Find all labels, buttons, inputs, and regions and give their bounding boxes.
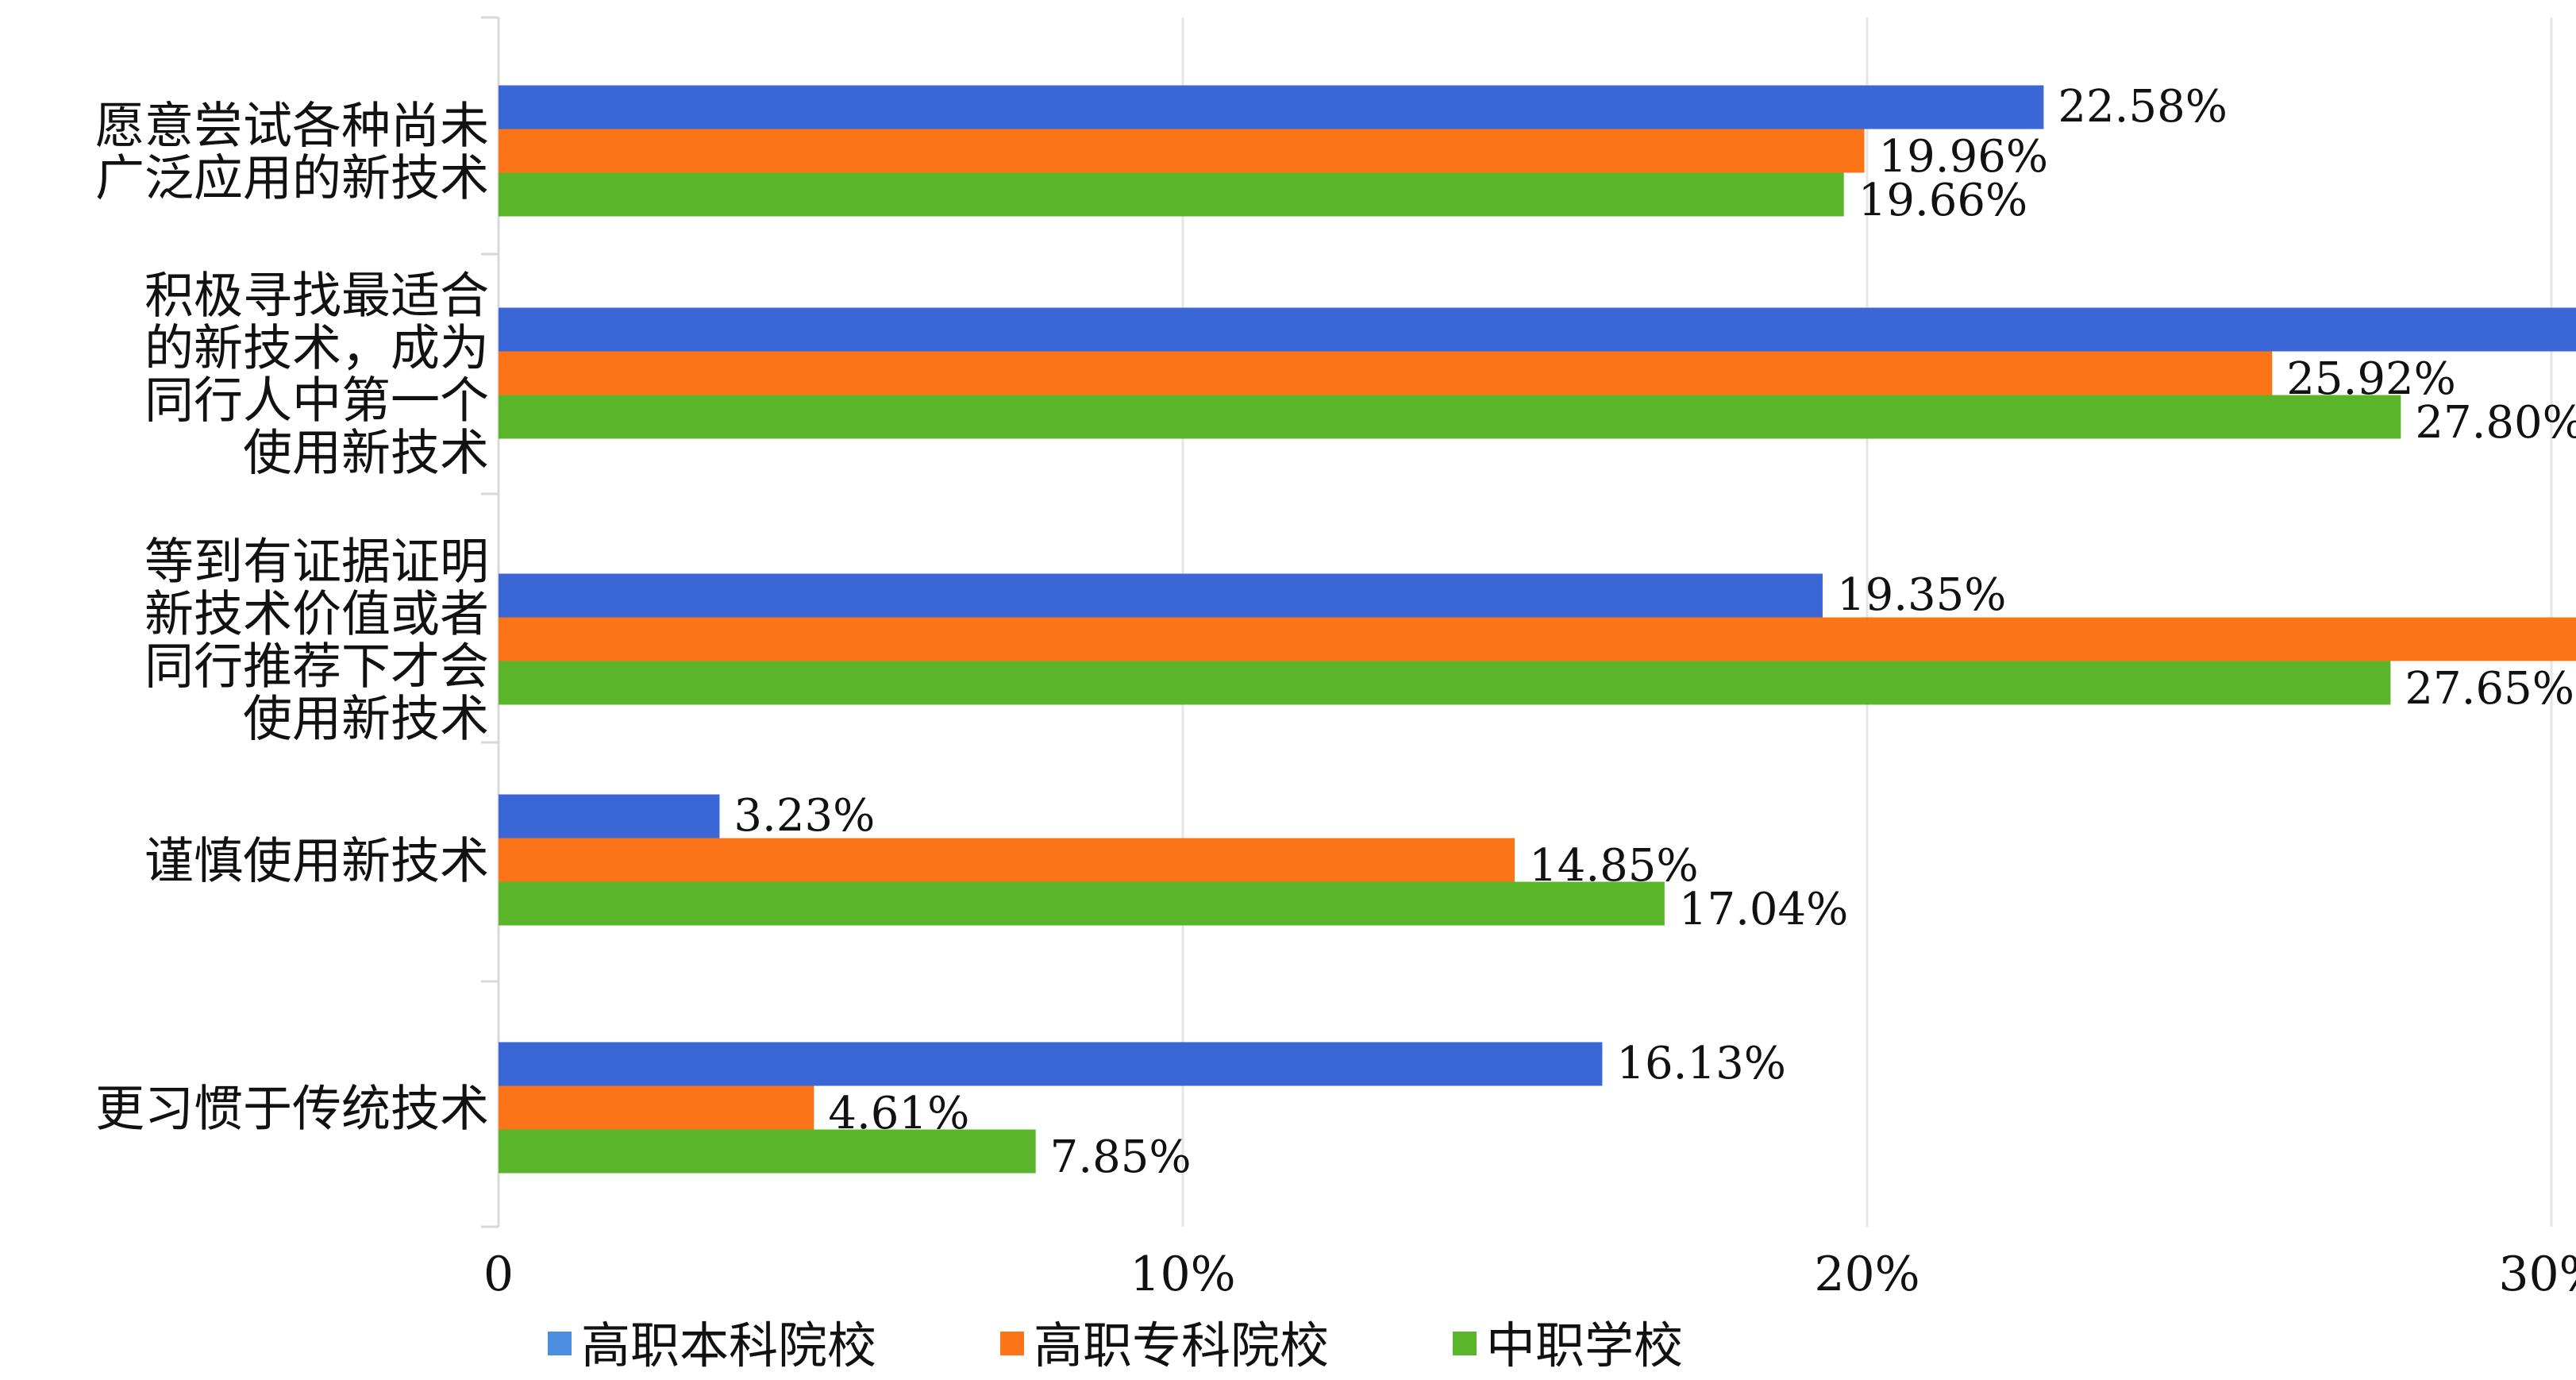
category-label: 广泛应用的新技术 [95, 148, 489, 206]
category-label: 更习惯于传统技术 [95, 1079, 489, 1137]
bar [499, 129, 1865, 173]
data-label: 25.92% [2286, 353, 2456, 405]
legend-swatch [1000, 1332, 1024, 1355]
data-labels: 22.58%38.71%19.35%3.23%16.13%19.96%25.92… [734, 81, 2576, 1183]
data-label: 17.04% [1679, 884, 1849, 935]
bar [499, 794, 720, 838]
x-tick-label: 10% [1130, 1247, 1235, 1302]
legend-label: 中职学校 [1486, 1316, 1683, 1374]
category-label: 使用新技术 [243, 423, 489, 481]
data-label: 27.65% [2405, 663, 2574, 715]
data-label: 19.96% [1879, 131, 2049, 183]
category-label: 愿意尝试各种尚未 [95, 96, 489, 154]
bar [499, 395, 2401, 439]
bar [499, 1085, 814, 1130]
data-label: 22.58% [2058, 81, 2228, 133]
bar [499, 573, 1823, 618]
bar [499, 838, 1515, 882]
bar [499, 881, 1665, 926]
data-label: 16.13% [1616, 1038, 1786, 1089]
category-label: 积极寻找最适合 [144, 266, 489, 324]
bar [499, 661, 2391, 705]
bar [499, 172, 1844, 217]
category-label: 等到有证据证明 [144, 532, 489, 590]
x-tick-label: 20% [1814, 1247, 1919, 1302]
x-tick-label: 30% [2498, 1247, 2576, 1302]
bar [499, 1042, 1603, 1086]
data-label: 14.85% [1529, 840, 1699, 892]
x-tick-label: 0 [483, 1247, 514, 1302]
data-label: 19.66% [1858, 175, 2028, 226]
data-label: 7.85% [1050, 1131, 1192, 1183]
legend-swatch [548, 1332, 572, 1355]
x-axis-ticks: 010%20%30%40%50% [483, 1247, 2576, 1302]
category-label: 使用新技术 [243, 689, 489, 747]
bar [499, 307, 2576, 352]
legend-label: 高职专科院校 [1034, 1316, 1329, 1374]
bar [499, 351, 2273, 395]
category-label: 谨慎使用新技术 [144, 831, 489, 889]
data-label: 19.35% [1837, 569, 2007, 621]
bars [499, 85, 2576, 1174]
category-label: 新技术价值或者 [144, 584, 489, 642]
legend: 高职本科院校 高职专科院校 中职学校 [548, 1316, 1683, 1374]
bar [499, 617, 2576, 661]
legend-label: 高职本科院校 [581, 1316, 876, 1374]
data-label: 3.23% [734, 790, 875, 842]
bar [499, 85, 2044, 129]
category-label: 同行人中第一个 [144, 371, 489, 429]
category-label: 同行推荐下才会 [144, 637, 489, 695]
legend-swatch [1453, 1332, 1477, 1355]
category-label: 的新技术，成为 [144, 318, 489, 376]
data-label: 27.80% [2415, 397, 2576, 449]
bar [499, 1129, 1036, 1174]
category-labels: 愿意尝试各种尚未广泛应用的新技术积极寻找最适合的新技术，成为同行人中第一个使用新… [95, 96, 489, 1137]
data-label: 4.61% [828, 1088, 969, 1139]
